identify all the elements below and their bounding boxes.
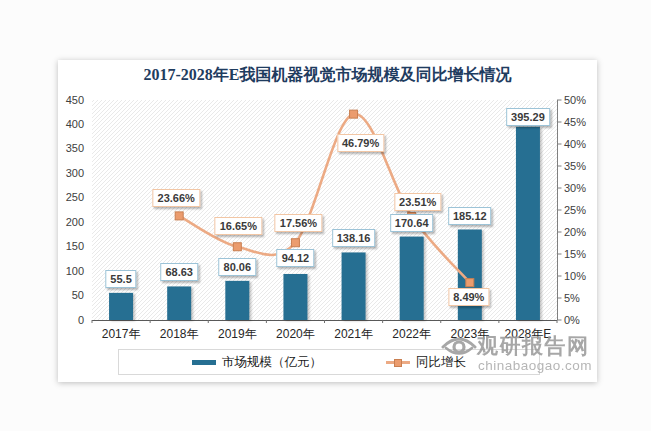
right-axis-tick-label: 35% <box>564 161 586 172</box>
bar-data-label: 80.06 <box>219 258 257 276</box>
bar-data-label: 185.12 <box>448 207 492 225</box>
line-data-label: 46.79% <box>337 134 384 152</box>
right-axis-tick-label: 30% <box>564 183 586 194</box>
line-swatch-icon <box>386 358 410 367</box>
y-axis-tick-label: 100 <box>58 266 84 277</box>
bar-data-label: 395.29 <box>506 108 550 126</box>
bar-data-label: 138.16 <box>332 229 376 247</box>
right-axis-tick-label: 25% <box>564 205 586 216</box>
y-axis-tick-label: 400 <box>58 119 84 130</box>
x-axis-category-label: 2019年 <box>208 328 266 340</box>
y-axis-tick-label: 200 <box>58 217 84 228</box>
watermark-domain: chinabaogao.com <box>478 358 651 373</box>
right-axis-tick-label: 20% <box>564 227 586 238</box>
legend-item-bar: 市场规模（亿元） <box>192 354 322 371</box>
line-data-label: 23.66% <box>153 189 200 207</box>
watermark-brand: 观研报告网 <box>477 333 590 358</box>
line-data-label: 17.56% <box>275 214 322 232</box>
watermark: 观研报告网 chinabaogao.com <box>441 332 651 373</box>
right-axis-tick-label: 5% <box>564 293 580 304</box>
legend-label-bar: 市场规模（亿元） <box>222 354 322 371</box>
right-axis-tick-label: 50% <box>564 95 586 106</box>
x-axis-category-label: 2018年 <box>150 328 208 340</box>
y-axis-tick-label: 50 <box>58 290 84 301</box>
y-axis-tick-label: 0 <box>58 315 84 326</box>
line-data-label: 23.51% <box>394 193 441 211</box>
bar-data-label: 68.63 <box>160 263 198 281</box>
y-axis-tick-label: 300 <box>58 168 84 179</box>
x-axis-category-label: 2017年 <box>92 328 150 340</box>
bar-data-label: 170.64 <box>390 214 434 232</box>
eye-logo-icon <box>441 332 477 359</box>
x-axis-category-label: 2020年 <box>266 328 324 340</box>
x-axis-category-label: 2022年 <box>383 328 441 340</box>
bar-data-label: 55.5 <box>105 270 136 288</box>
right-axis-tick-label: 0% <box>564 315 580 326</box>
right-axis-tick-label: 45% <box>564 117 586 128</box>
y-axis-tick-label: 450 <box>58 95 84 106</box>
bar-data-label: 94.12 <box>277 249 315 267</box>
x-axis-category-label: 2021年 <box>325 328 383 340</box>
bar-swatch-icon <box>192 360 216 365</box>
right-axis-tick-label: 15% <box>564 249 586 260</box>
y-axis-tick-label: 250 <box>58 192 84 203</box>
y-axis-tick-label: 350 <box>58 143 84 154</box>
right-axis-tick-label: 40% <box>564 139 586 150</box>
y-axis-tick-label: 150 <box>58 241 84 252</box>
line-data-label: 16.65% <box>215 217 262 235</box>
line-data-label: 8.49% <box>448 288 489 306</box>
right-axis-tick-label: 10% <box>564 271 586 282</box>
